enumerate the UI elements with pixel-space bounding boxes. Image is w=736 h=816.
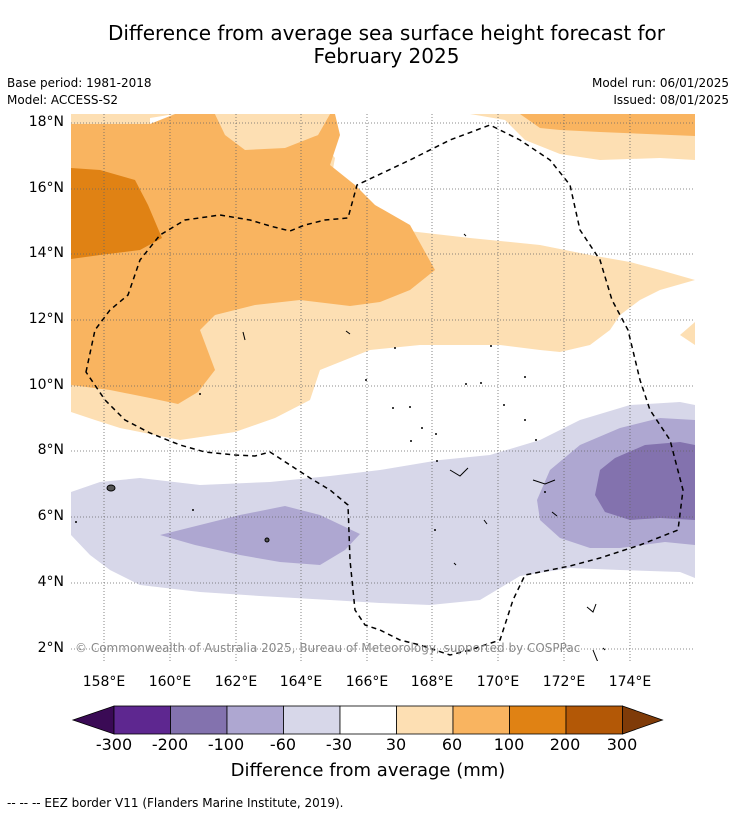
lat-label-12n: 12°N: [28, 311, 64, 327]
lat-label-4n: 4°N: [37, 574, 64, 590]
sea-level-region-60-100-ne: [520, 114, 695, 136]
colorbar-swatch: [509, 705, 567, 735]
map-field: [71, 114, 695, 661]
colorbar-tick: -60: [269, 735, 297, 754]
eez-footnote: -- -- -- EEZ border V11 (Flanders Marine…: [7, 796, 344, 810]
model-run: Model run: 06/01/2025: [591, 76, 729, 90]
title-line-2: February 2025: [313, 44, 460, 68]
colorbar-tick: 100: [493, 735, 525, 754]
title-line-1: Difference from average sea surface heig…: [107, 21, 666, 45]
lat-label-16n: 16°N: [28, 180, 64, 196]
colorbar-tick: 200: [549, 735, 581, 754]
lat-label-18n: 18°N: [28, 114, 64, 130]
lon-label-174e: 174°E: [608, 674, 652, 690]
graticule: [71, 114, 695, 661]
lon-label-166e: 166°E: [345, 674, 389, 690]
colorbar-swatch: [283, 705, 341, 735]
colorbar-tick: -30: [325, 735, 353, 754]
colorbar: [71, 705, 664, 735]
lat-label-14n: 14°N: [28, 245, 64, 261]
sea-level-region-30-60-east: [680, 322, 695, 345]
sea-level-region-minus-60-minus-100-west: [160, 506, 360, 565]
sea-level-region-minus-30-minus-60: [71, 402, 695, 605]
meta-right: Model run: 06/01/2025 Issued: 08/01/2025: [592, 75, 729, 109]
colorbar-swatch: [226, 705, 284, 735]
colorbar-extend-high: [622, 705, 664, 735]
colorbar-tick: 60: [441, 735, 463, 754]
atolls: [75, 345, 546, 531]
colorbar-swatch: [113, 705, 171, 735]
lon-label-164e: 164°E: [279, 674, 323, 690]
chart-title: Difference from average sea surface heig…: [0, 22, 736, 68]
lon-label-158e: 158°E: [82, 674, 126, 690]
colorbar-extend-low: [71, 705, 115, 735]
eez-border: [85, 124, 684, 656]
issued-date: Issued: 08/01/2025: [613, 93, 729, 107]
colorbar-label: Difference from average (mm): [230, 760, 506, 781]
lat-label-8n: 8°N: [37, 442, 64, 458]
sea-level-region-100-200: [71, 168, 162, 259]
lon-label-172e: 172°E: [542, 674, 586, 690]
meta-left: Base period: 1981-2018 Model: ACCESS-S2: [7, 75, 152, 109]
lat-label-2n: 2°N: [37, 640, 64, 656]
colorbar-swatch: [565, 705, 623, 735]
copyright-notice: © Commonwealth of Australia 2025, Bureau…: [75, 641, 581, 655]
colorbar-tick: -200: [151, 735, 189, 754]
base-period: Base period: 1981-2018: [7, 76, 152, 90]
colorbar-swatch: [339, 705, 397, 735]
colorbar-tick: -300: [95, 735, 133, 754]
colorbar-tick: 30: [385, 735, 407, 754]
colorbar-swatch: [170, 705, 228, 735]
colorbar-tick: 300: [606, 735, 638, 754]
colorbar-swatch: [452, 705, 510, 735]
colorbar-tick: -100: [207, 735, 245, 754]
lon-label-168e: 168°E: [410, 674, 454, 690]
sea-level-region-60-100: [71, 114, 435, 404]
lon-label-160e: 160°E: [148, 674, 192, 690]
sea-level-region-minus-100-minus-200: [595, 442, 695, 520]
lat-label-6n: 6°N: [37, 508, 64, 524]
lon-label-170e: 170°E: [476, 674, 520, 690]
lon-label-162e: 162°E: [214, 674, 258, 690]
lat-label-10n: 10°N: [28, 377, 64, 393]
colorbar-swatch: [396, 705, 454, 735]
islands: [106, 233, 606, 661]
model-name: Model: ACCESS-S2: [7, 93, 119, 107]
